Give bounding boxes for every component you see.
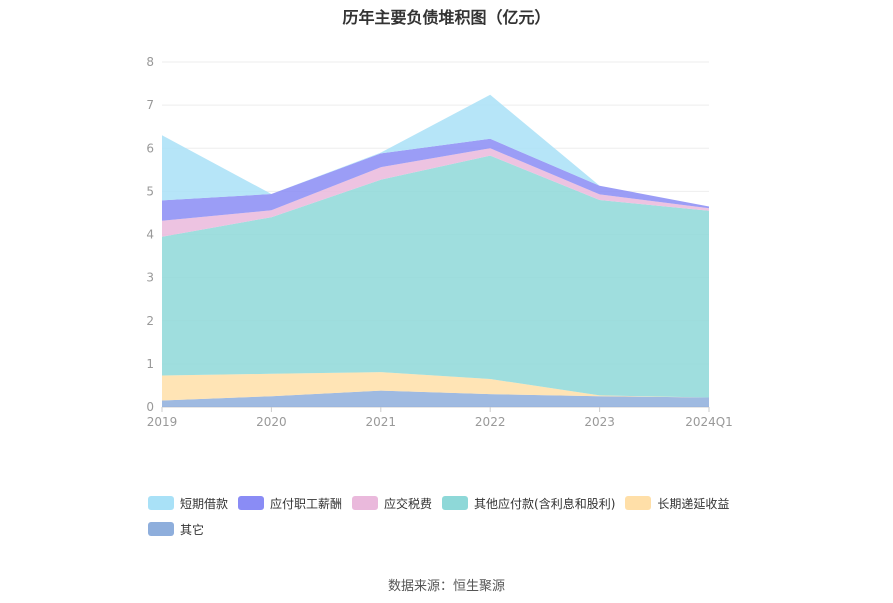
legend-swatch: [625, 496, 652, 510]
legend-item[interactable]: 长期递延收益: [625, 494, 729, 512]
legend-label: 其它: [180, 522, 205, 537]
legend-label: 其他应付款(含利息和股利): [474, 496, 616, 511]
legend-label: 应付职工薪酬: [270, 496, 343, 511]
area-series-其他应付款(含利息和股利)[interactable]: [162, 155, 709, 398]
y-tick-label: 4: [146, 228, 154, 242]
legend-item[interactable]: 应交税费: [352, 494, 432, 512]
chart-title: 历年主要负债堆积图（亿元）: [342, 8, 551, 27]
legend-label: 短期借款: [180, 496, 229, 511]
x-tick-label: 2021: [366, 415, 397, 429]
area-series-长期递延收益[interactable]: [162, 372, 709, 401]
y-tick-label: 8: [146, 55, 154, 69]
area-series-短期借款[interactable]: [162, 94, 709, 207]
legend-item[interactable]: 其他应付款(含利息和股利): [442, 494, 615, 512]
legend-swatch: [148, 496, 174, 510]
legend-swatch: [148, 522, 174, 536]
area-series-其它[interactable]: [162, 390, 709, 407]
x-tick-label: 2020: [256, 415, 287, 429]
area-series-应交税费[interactable]: [162, 148, 709, 237]
legend-item[interactable]: 应付职工薪酬: [238, 494, 342, 512]
y-tick-label: 2: [146, 314, 154, 328]
legend-swatch: [238, 496, 265, 510]
x-tick-label: 2022: [475, 415, 506, 429]
legend-label: 长期递延收益: [657, 496, 730, 511]
data-source-note: 数据来源：恒生聚源: [387, 579, 505, 594]
y-tick-label: 6: [146, 141, 154, 155]
x-tick-label: 2024Q1: [685, 415, 733, 429]
x-tick-label: 2023: [584, 415, 615, 429]
y-tick-label: 3: [146, 271, 154, 285]
y-tick-label: 5: [146, 184, 154, 198]
y-tick-label: 0: [146, 400, 154, 414]
area-series-应付职工薪酬[interactable]: [162, 138, 709, 221]
legend-item[interactable]: 其它: [148, 520, 204, 538]
axis-layer: 0 1 2 3 4 5 6 7 8 2019 2020 2021 2022 2023 2024Q1: [146, 55, 732, 429]
legend-swatch: [442, 496, 469, 510]
y-tick-label: 1: [146, 357, 154, 371]
legend-label: 应交税费: [384, 496, 433, 511]
legend-swatch: [352, 496, 379, 510]
legend-item[interactable]: 短期借款: [148, 494, 228, 512]
legend: 短期借款 应付职工薪酬 应交税费 其他应付款(含利息和股利) 长期递延收益其它: [148, 494, 788, 546]
area-series-layer: [162, 94, 709, 407]
y-tick-label: 7: [146, 98, 154, 112]
x-tick-label: 2019: [147, 415, 178, 429]
